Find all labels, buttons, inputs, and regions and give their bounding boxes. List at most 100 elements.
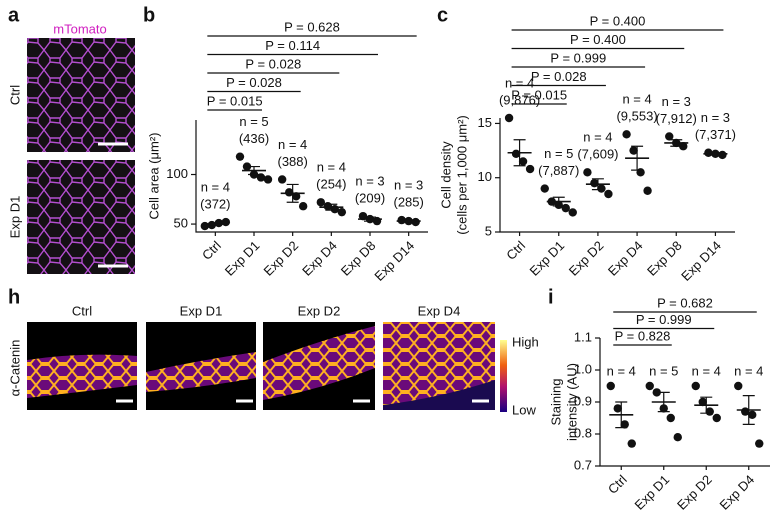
panel-label: h [8, 286, 20, 308]
data-point [734, 381, 743, 391]
tissue [263, 326, 375, 400]
n-label: n = 4 [505, 75, 534, 90]
data-point [755, 439, 764, 448]
y-axis-label: intensity (AU) [564, 363, 579, 441]
y-tick-label: 0.7 [574, 457, 592, 472]
data-point [511, 149, 521, 159]
y-tick-label: 50 [174, 216, 188, 231]
x-tick-label: Exp D14 [371, 238, 417, 284]
n-label: n = 4 [622, 92, 651, 107]
column-label: Ctrl [72, 303, 92, 318]
data-point [504, 113, 514, 123]
error-bar [591, 178, 604, 191]
column-label: Exp D2 [298, 303, 341, 318]
error-bar [364, 216, 376, 222]
n-label: n = 3 [355, 174, 384, 189]
size-label: (436) [239, 131, 269, 146]
p-value: P = 0.028 [226, 75, 282, 90]
data-point [284, 188, 294, 197]
data-point [263, 175, 273, 184]
n-label: n = 5 [239, 114, 268, 129]
p-value: P = 0.682 [657, 295, 713, 310]
data-point [622, 130, 631, 139]
stain-label: α-Catenin [7, 340, 22, 397]
data-point [235, 152, 245, 161]
n-label: n = 3 [394, 178, 423, 193]
x-tick-label: Exp D2 [260, 238, 301, 279]
axis [195, 120, 428, 233]
x-tick-label: Exp D4 [605, 238, 646, 279]
x-tick-label: Ctrl [605, 472, 630, 497]
data-point [242, 162, 252, 171]
data-point [627, 439, 636, 448]
y-tick-label: 10 [478, 169, 492, 184]
panel-label: a [8, 4, 20, 26]
data-point [629, 146, 638, 155]
data-point [604, 189, 613, 199]
data-point [540, 184, 549, 193]
row-label: Ctrl [7, 85, 22, 105]
scale-high: High [512, 334, 539, 349]
data-point [712, 413, 721, 423]
data-point [590, 178, 599, 188]
error-bar [402, 219, 415, 223]
size-label: (7,371) [695, 127, 736, 142]
size-label: (7,912) [656, 111, 697, 126]
data-point [358, 211, 368, 221]
error-bar [513, 139, 526, 167]
x-tick-label: Exp D2 [674, 472, 715, 511]
size-label: (209) [355, 191, 385, 206]
data-point [620, 420, 629, 429]
scale-low: Low [512, 402, 536, 417]
y-tick-label: 5 [485, 223, 492, 238]
y-tick-label: 1.0 [574, 361, 592, 376]
error-bar [631, 145, 644, 171]
data-point [673, 433, 682, 442]
x-tick-label: Exp D1 [222, 238, 263, 279]
error-bar [209, 222, 222, 226]
n-label: n = 4 [278, 137, 307, 152]
size-label: (254) [316, 177, 346, 192]
data-point [298, 202, 308, 211]
x-tick-label: Exp D2 [566, 238, 607, 279]
tissue [146, 352, 256, 392]
p-value: P = 0.114 [265, 38, 320, 53]
x-tick-label: Exp D14 [678, 238, 724, 284]
data-point [606, 381, 615, 391]
y-tick-label: 0.9 [574, 393, 592, 408]
y-axis-label: Cell density [438, 141, 453, 209]
error-bar [286, 183, 299, 203]
x-tick-label: Exp D1 [527, 238, 568, 279]
error-bar [670, 139, 683, 147]
size-label: (372) [200, 197, 230, 212]
error-bar [742, 395, 755, 425]
tissue [27, 354, 137, 398]
column-label: Exp D4 [418, 303, 461, 318]
data-point [597, 184, 606, 193]
panel-label: b [143, 4, 155, 26]
data-point [316, 198, 326, 207]
x-tick-label: Exp D4 [299, 238, 340, 279]
data-point [337, 207, 347, 217]
y-axis-label: Staining [548, 379, 563, 426]
data-point [748, 410, 757, 419]
data-point [518, 157, 528, 166]
data-point [561, 203, 570, 213]
size-label: (9,553) [616, 109, 657, 124]
error-bar [709, 152, 722, 156]
p-value: P = 0.628 [284, 19, 340, 34]
micrograph [27, 38, 135, 152]
error-bar [248, 165, 260, 176]
data-point [666, 413, 675, 423]
data-point [665, 132, 674, 141]
error-bar [325, 203, 338, 211]
data-point [568, 208, 577, 217]
row-label: Exp D1 [7, 196, 22, 239]
p-value: P = 0.828 [615, 328, 671, 343]
size-label: (7,609) [577, 147, 618, 162]
data-point [698, 397, 707, 407]
y-tick-label: 1.1 [574, 329, 592, 344]
p-value: P = 0.400 [590, 13, 646, 28]
error-bar [615, 401, 628, 429]
